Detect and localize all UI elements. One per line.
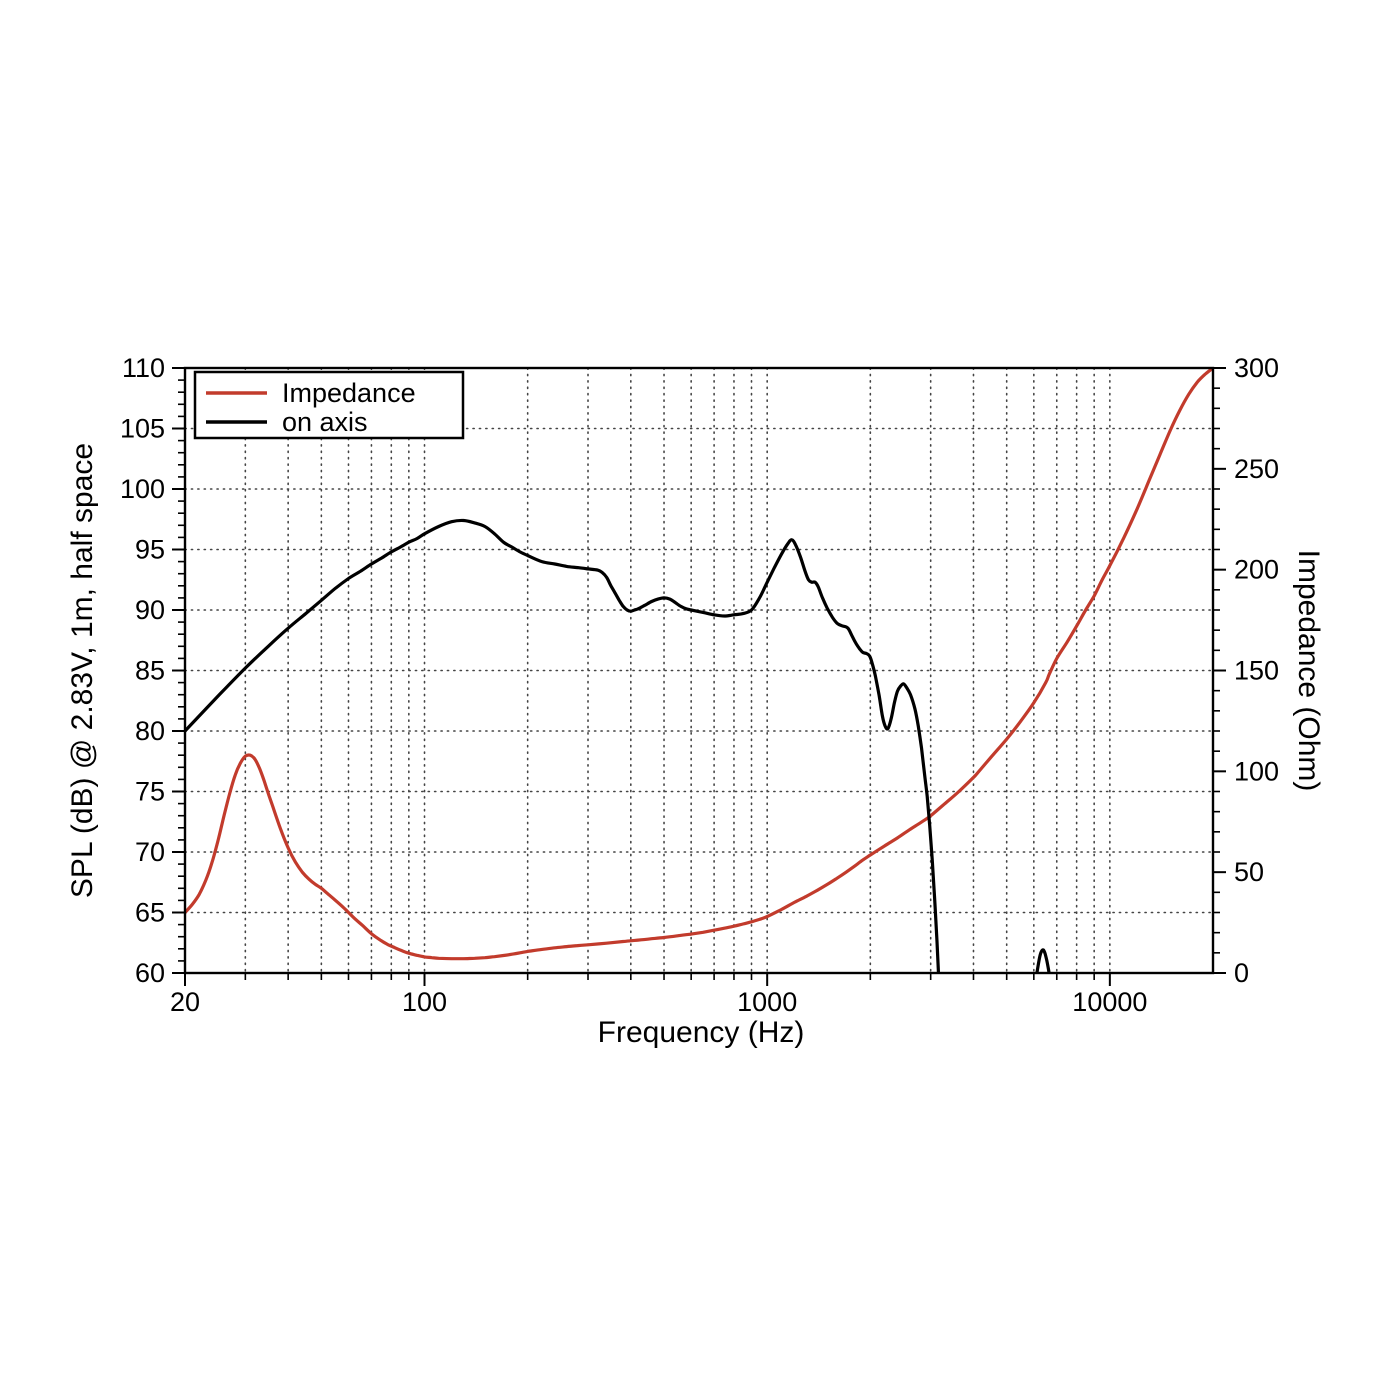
y-right-tick-label: 300: [1234, 353, 1279, 383]
y-left-tick-label: 105: [120, 414, 165, 444]
y-right-tick-label: 0: [1234, 958, 1249, 988]
legend-label-onaxis: on axis: [282, 407, 368, 437]
y-left-tick-label: 110: [122, 353, 165, 383]
series-curves: [185, 368, 1213, 973]
x-tick-label: 1000: [737, 987, 797, 1017]
x-tick-label: 20: [170, 987, 200, 1017]
x-axis-label: Frequency (Hz): [598, 1016, 805, 1049]
legend: Impedance on axis: [193, 370, 465, 440]
axes: 20 100 1000 10000 60 65 70 75 80 85 90 95 100 105 110 0…: [120, 353, 1279, 1017]
legend-box: [193, 370, 465, 440]
y-left-tick-label: 65: [135, 898, 165, 928]
y-left-tick-label: 75: [135, 777, 165, 807]
y-left-tick-label: 100: [120, 474, 165, 504]
legend-label-impedance: Impedance: [282, 378, 416, 408]
y-left-tick-label: 90: [135, 595, 165, 625]
y-left-tick-label: 85: [135, 656, 165, 686]
y-left-tick-label: 60: [135, 958, 165, 988]
y-right-tick-label: 200: [1234, 555, 1279, 585]
y-axis-label-right: Impedance (Ohm): [1292, 550, 1325, 792]
y-left-tick-label: 70: [135, 837, 165, 867]
grid: [184, 367, 1214, 974]
spl-on-axis-curve: [1035, 948, 1051, 973]
y-right-tick-label: 150: [1234, 656, 1279, 686]
y-axis-label-left: SPL (dB) @ 2.83V, 1m, half space: [66, 443, 99, 898]
impedance-curve: [185, 368, 1213, 961]
x-tick-label: 100: [402, 987, 447, 1017]
y-left-tick-label: 80: [135, 716, 165, 746]
y-left-tick-label: 95: [135, 535, 165, 565]
y-right-tick-label: 100: [1234, 756, 1279, 786]
spl-on-axis-curve: [185, 518, 941, 973]
x-tick-label: 10000: [1072, 987, 1147, 1017]
y-right-tick-label: 50: [1234, 857, 1264, 887]
y-right-tick-label: 250: [1234, 454, 1279, 484]
